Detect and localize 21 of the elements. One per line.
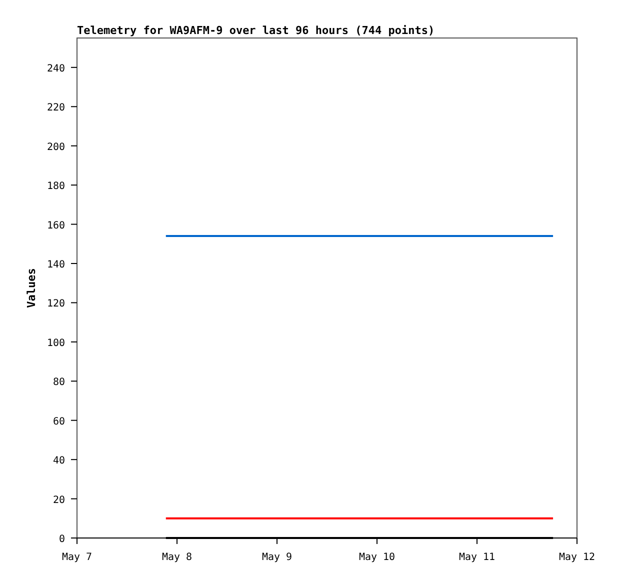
x-tick-label: May 7 [62, 552, 92, 563]
x-tick-label: May 9 [262, 552, 292, 563]
x-tick-label: May 12 [558, 552, 596, 563]
y-tick-label: 120 [46, 298, 65, 310]
y-tick-label: 220 [46, 102, 65, 114]
y-tick-label: 80 [52, 377, 65, 388]
chart-title: Telemetry for WA9AFM-9 over last 96 hours (744 points) [77, 24, 435, 37]
y-tick-label: 140 [46, 259, 65, 270]
x-tick-label: May 8 [162, 552, 192, 563]
y-tick-label: 180 [46, 181, 65, 192]
y-tick-label: 100 [46, 338, 65, 349]
y-tick-label: 0 [58, 534, 65, 545]
y-axis-title: Values [25, 268, 38, 308]
y-tick-label: 60 [52, 416, 65, 428]
x-tick-label: May 11 [458, 552, 496, 563]
y-tick-label: 20 [52, 494, 65, 506]
y-tick-label: 160 [46, 220, 65, 232]
y-tick-label: 40 [52, 456, 65, 467]
y-tick-label: 240 [46, 63, 65, 74]
y-tick-label: 200 [46, 142, 65, 153]
x-tick-label: May 10 [358, 552, 396, 563]
